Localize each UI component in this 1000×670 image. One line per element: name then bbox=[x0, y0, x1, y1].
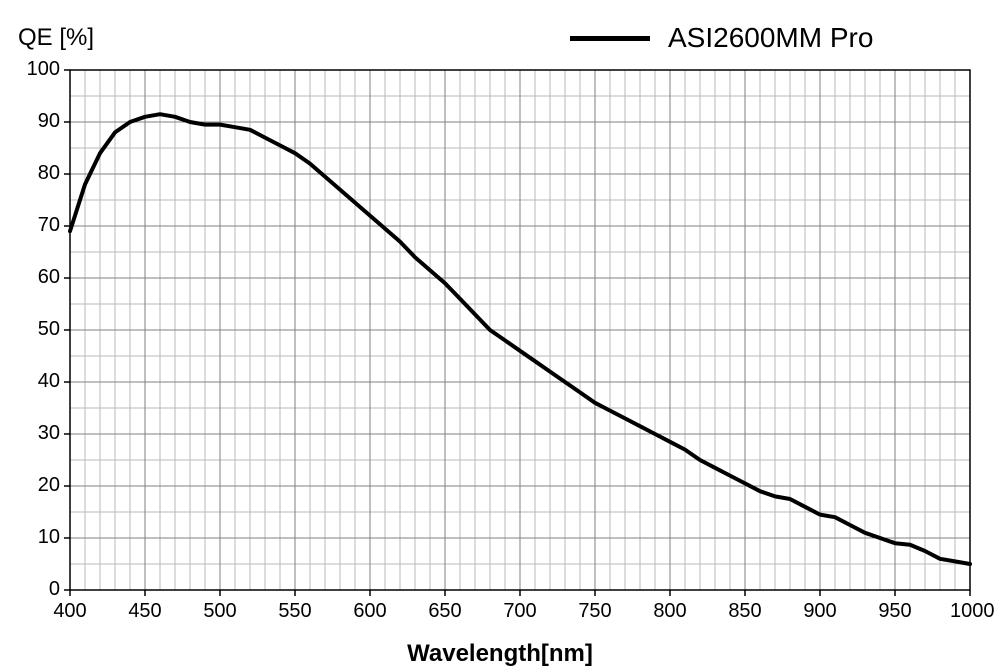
x-tick-label: 550 bbox=[275, 600, 315, 623]
x-tick-label: 600 bbox=[350, 600, 390, 623]
y-tick-label: 60 bbox=[38, 266, 60, 289]
x-tick-label: 800 bbox=[650, 600, 690, 623]
x-tick-label: 400 bbox=[50, 600, 90, 623]
x-tick-label: 450 bbox=[125, 600, 165, 623]
x-tick-label: 950 bbox=[875, 600, 915, 623]
x-tick-label: 500 bbox=[200, 600, 240, 623]
y-tick-label: 100 bbox=[27, 58, 60, 81]
x-tick-label: 850 bbox=[725, 600, 765, 623]
y-tick-label: 70 bbox=[38, 214, 60, 237]
x-tick-label: 750 bbox=[575, 600, 615, 623]
y-tick-label: 30 bbox=[38, 422, 60, 445]
y-tick-label: 40 bbox=[38, 370, 60, 393]
y-tick-label: 90 bbox=[38, 110, 60, 133]
x-tick-label: 650 bbox=[425, 600, 465, 623]
y-tick-label: 0 bbox=[49, 578, 60, 601]
y-tick-label: 80 bbox=[38, 162, 60, 185]
x-axis-title: Wavelength[nm] bbox=[0, 640, 1000, 668]
x-tick-label: 700 bbox=[500, 600, 540, 623]
chart-plot-area bbox=[0, 0, 1000, 670]
y-tick-label: 10 bbox=[38, 526, 60, 549]
x-tick-label: 1000 bbox=[950, 600, 990, 623]
x-tick-label: 900 bbox=[800, 600, 840, 623]
y-tick-label: 50 bbox=[38, 318, 60, 341]
qe-chart: QE [%] ASI2600MM Pro 4004505005506006507… bbox=[0, 0, 1000, 670]
y-tick-label: 20 bbox=[38, 474, 60, 497]
